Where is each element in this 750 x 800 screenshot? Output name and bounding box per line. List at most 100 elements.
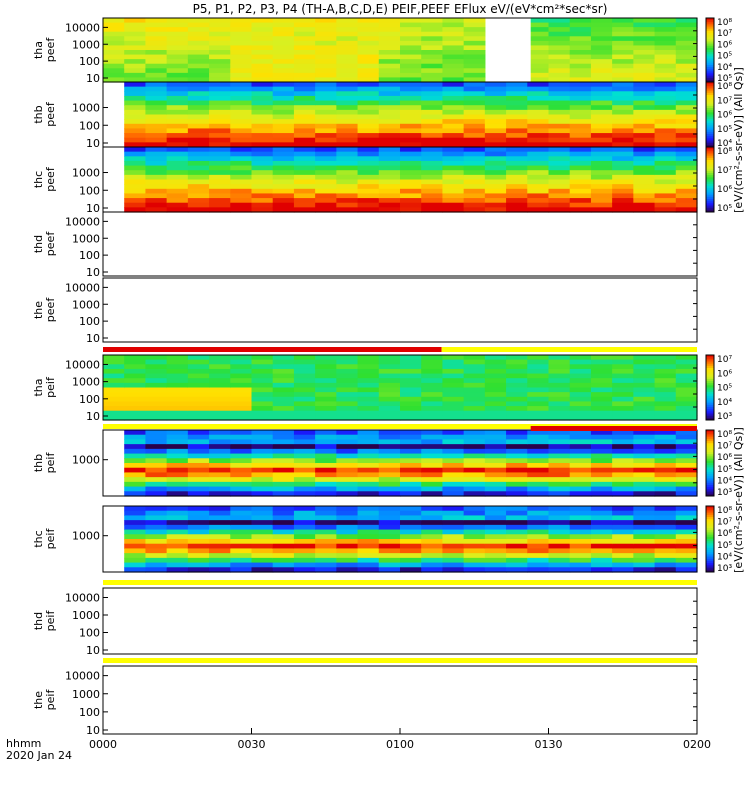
heatmap-cell [612,202,634,208]
heatmap-cell [484,387,507,393]
heatmap-cell [230,534,253,540]
heatmap-cell [463,481,486,488]
heatmap-cell [187,170,210,176]
heatmap-cell [463,567,486,573]
heatmap-cell [293,378,316,384]
heatmap-cell [527,364,550,370]
heatmap-cell [548,529,571,535]
heatmap-cell [251,534,274,540]
heatmap-cell [272,529,295,535]
heatmap-cell [484,95,507,102]
heatmap-cell [654,18,677,24]
heatmap-cell [421,68,444,74]
heatmap-cell [527,378,550,384]
heatmap-cell [506,567,528,573]
heatmap-cell [527,198,550,204]
heatmap-cell [251,477,274,483]
heatmap-cell [654,119,677,125]
heatmap-cell [527,477,550,483]
heatmap-cell [230,486,253,492]
heatmap-cell [336,77,359,83]
heatmap-cell [357,27,380,33]
heatmap-cell [590,27,613,33]
heatmap-cell [675,114,698,120]
heatmap-cell [442,68,465,74]
heatmap-cell [442,22,465,28]
heatmap-cell [378,160,401,167]
heatmap-cell [463,520,486,526]
heatmap-cell [590,406,613,412]
heatmap-cell [124,36,147,42]
heatmap-cell [315,77,337,83]
heatmap-cell [378,448,401,455]
heatmap-cell [293,45,316,51]
heatmap-cell [336,72,359,79]
heatmap-cell [612,434,634,441]
heatmap-cell [336,368,359,375]
heatmap-cell [569,439,592,445]
heatmap-cell [378,184,401,190]
heatmap-cell [124,54,147,60]
heatmap-cell [209,430,231,436]
heatmap-cell [612,133,634,139]
heatmap-cell [463,82,486,88]
heatmap-cell [272,491,295,497]
heatmap-cell [336,114,359,120]
heatmap-cell [251,373,274,379]
heatmap-cell [187,184,210,190]
heatmap-cell [463,444,486,450]
heatmap-cell [506,179,528,185]
heatmap-cell [590,179,613,185]
heatmap-cell [400,458,422,464]
heatmap-cell [675,63,698,69]
heatmap-cell [187,439,210,445]
heatmap-cell [484,165,507,171]
heatmap-cell [463,543,486,550]
heatmap-cell [548,72,571,79]
heatmap-cell [187,524,210,531]
heatmap-cell [590,359,613,365]
heatmap-cell [209,382,231,389]
heatmap-cell [336,179,359,185]
heatmap-cell [675,207,698,213]
heatmap-cell [654,72,677,79]
heatmap-cell [654,68,677,74]
heatmap-cell [548,198,571,204]
heatmap-cell [633,63,656,69]
heatmap-cell [569,50,592,56]
heatmap-cell [527,553,550,559]
heatmap-cell [442,198,465,204]
heatmap-cell [506,439,528,445]
heatmap-cell [569,86,592,92]
heatmap-cell [463,515,486,521]
heatmap-cell [463,86,486,92]
heatmap-cell [272,207,295,213]
heatmap-cell [527,472,550,478]
heatmap-cell [166,373,189,379]
heatmap-cell [484,133,507,139]
heatmap-cell [230,36,253,42]
heatmap-cell [336,198,359,204]
heatmap-cell [145,382,168,389]
heatmap-cell [590,364,613,370]
heatmap-cell [569,562,592,568]
colorbar-tick-label: 10⁵ [717,384,732,394]
heatmap-cell [230,439,253,445]
heatmap-cell [357,156,380,162]
heatmap-cell [590,529,613,535]
heatmap-cell [166,430,189,436]
heatmap-cell [421,142,444,148]
heatmap-cell [675,463,698,469]
heatmap-cell [654,184,677,190]
heatmap-cell [421,95,444,102]
heatmap-cell [187,31,210,37]
heatmap-cell [527,133,550,139]
heatmap-cell [484,539,507,545]
heatmap-cell [187,123,210,130]
heatmap-cell [378,396,401,403]
heatmap-cell [548,109,571,116]
heatmap-cell [251,524,274,531]
heatmap-cell [400,133,422,139]
heatmap-cell [612,188,634,195]
